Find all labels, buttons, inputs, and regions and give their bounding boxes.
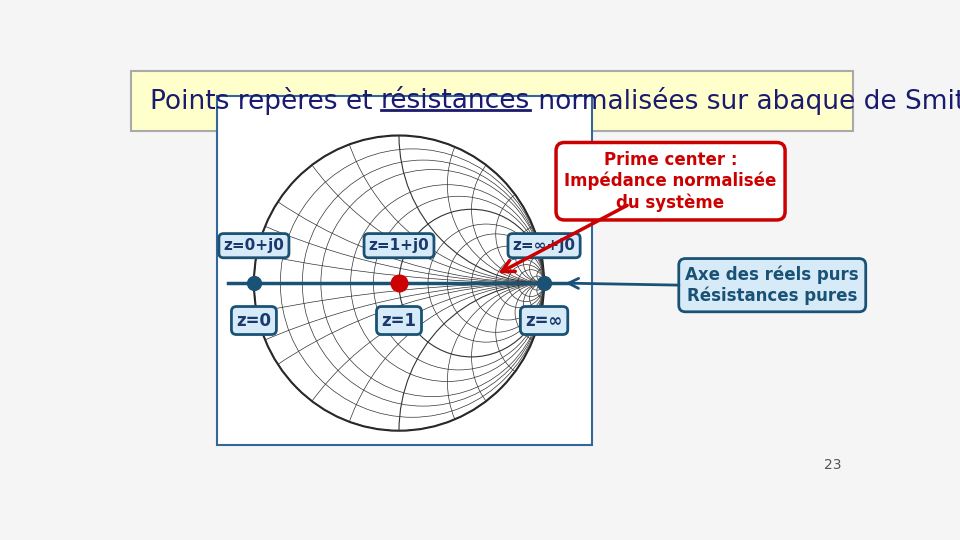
Text: z=0: z=0 [236,312,272,329]
Text: z=0+j0: z=0+j0 [224,238,284,253]
FancyBboxPatch shape [217,96,592,446]
Text: 23: 23 [825,458,842,472]
Text: z=1+j0: z=1+j0 [369,238,429,253]
Ellipse shape [253,136,544,431]
Text: résistances: résistances [380,88,530,114]
Text: z=∞: z=∞ [525,312,563,329]
Text: z=∞+j0: z=∞+j0 [513,238,576,253]
Text: normalisées sur abaque de Smith: normalisées sur abaque de Smith [530,87,960,115]
Text: Prime center :
Impédance normalisée
du système: Prime center : Impédance normalisée du s… [564,151,777,212]
FancyBboxPatch shape [132,71,852,131]
Text: Points repères et: Points repères et [150,87,380,115]
Text: z=1: z=1 [381,312,417,329]
Text: Axe des réels purs
Résistances pures: Axe des réels purs Résistances pures [685,265,859,305]
